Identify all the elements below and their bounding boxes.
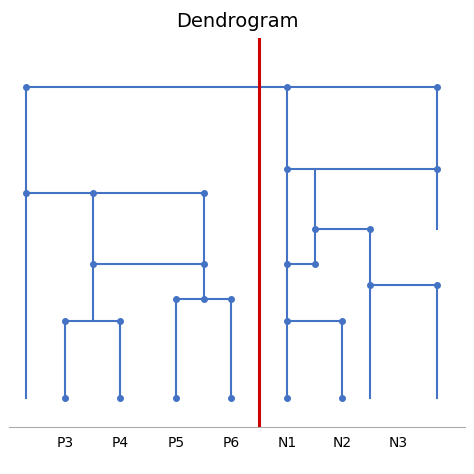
Title: Dendrogram: Dendrogram <box>176 12 298 31</box>
